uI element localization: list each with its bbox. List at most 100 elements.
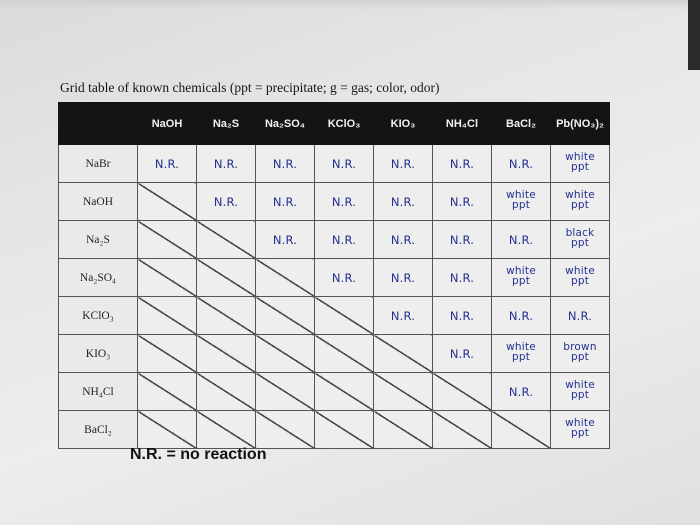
result-cell: N.R. bbox=[137, 144, 197, 183]
result-cell: brown ppt bbox=[550, 334, 610, 373]
header-corner bbox=[58, 102, 138, 145]
handwritten-result: white ppt bbox=[565, 417, 595, 439]
handwritten-result: N.R. bbox=[272, 232, 298, 247]
result-cell: N.R. bbox=[196, 144, 256, 183]
page-title: Grid table of known chemicals (ppt = pre… bbox=[60, 80, 440, 95]
table-row: Na₂SO₄ N.R. N.R. N.R. white ppt white ppt bbox=[58, 258, 610, 297]
table-row: NaBr N.R. N.R. N.R. N.R. N.R. N.R. N.R. white pp… bbox=[58, 144, 610, 183]
handwritten-result: N.R. bbox=[508, 384, 534, 399]
handwritten-result: N.R. bbox=[331, 232, 357, 247]
table-row: KClO₃ N.R. N.R. N.R. N.R. bbox=[58, 296, 610, 335]
result-cell: N.R. bbox=[373, 258, 433, 297]
crossed-out-cell bbox=[255, 296, 315, 335]
handwritten-result: N.R. bbox=[390, 156, 416, 171]
crossed-out-cell bbox=[137, 296, 197, 335]
result-cell: white ppt bbox=[550, 372, 610, 411]
result-cell: N.R. bbox=[432, 258, 492, 297]
result-cell: N.R. bbox=[314, 258, 374, 297]
photo-edge-right bbox=[688, 0, 700, 70]
row-header: BaCl₂ bbox=[58, 410, 138, 449]
crossed-out-cell bbox=[137, 334, 197, 373]
handwritten-result: N.R. bbox=[390, 270, 416, 285]
handwritten-result: white ppt bbox=[565, 151, 595, 173]
crossed-out-cell bbox=[137, 372, 197, 411]
handwritten-result: N.R. bbox=[213, 194, 239, 209]
row-header: Na₂SO₄ bbox=[58, 258, 138, 297]
handwritten-result: black ppt bbox=[565, 227, 595, 249]
reaction-grid-table: NaOH Na₂S Na₂SO₄ KClO₃ KIO₃ NH₄Cl BaCl₂ … bbox=[58, 102, 610, 449]
handwritten-result: white ppt bbox=[565, 265, 595, 287]
handwritten-result: white ppt bbox=[506, 265, 536, 287]
handwritten-result: N.R. bbox=[331, 270, 357, 285]
crossed-out-cell bbox=[196, 296, 256, 335]
result-cell: N.R. bbox=[255, 144, 315, 183]
result-cell: white ppt bbox=[550, 182, 610, 221]
handwritten-result: N.R. bbox=[508, 232, 534, 247]
handwritten-result: N.R. bbox=[508, 308, 534, 323]
result-cell: N.R. bbox=[432, 144, 492, 183]
crossed-out-cell bbox=[255, 372, 315, 411]
handwritten-result: white ppt bbox=[565, 379, 595, 401]
column-header: Pb(NO₃)₂ bbox=[550, 102, 610, 145]
result-cell: white ppt bbox=[550, 258, 610, 297]
handwritten-result: N.R. bbox=[390, 194, 416, 209]
result-cell: N.R. bbox=[373, 144, 433, 183]
handwritten-result: N.R. bbox=[567, 308, 593, 323]
crossed-out-cell bbox=[314, 410, 374, 449]
result-cell: N.R. bbox=[432, 182, 492, 221]
handwritten-result: N.R. bbox=[449, 232, 475, 247]
column-header: Na₂S bbox=[196, 102, 256, 145]
table-row: Na₂S N.R. N.R. N.R. N.R. N.R. black ppt bbox=[58, 220, 610, 259]
crossed-out-cell bbox=[255, 410, 315, 449]
crossed-out-cell bbox=[137, 410, 197, 449]
crossed-out-cell bbox=[137, 258, 197, 297]
crossed-out-cell bbox=[432, 410, 492, 449]
handwritten-result: N.R. bbox=[213, 156, 239, 171]
handwritten-result: N.R. bbox=[449, 346, 475, 361]
crossed-out-cell bbox=[373, 334, 433, 373]
handwritten-result: N.R. bbox=[449, 194, 475, 209]
result-cell: N.R. bbox=[432, 220, 492, 259]
crossed-out-cell bbox=[255, 258, 315, 297]
crossed-out-cell bbox=[432, 372, 492, 411]
result-cell: N.R. bbox=[491, 372, 551, 411]
handwritten-result: N.R. bbox=[272, 194, 298, 209]
result-cell: N.R. bbox=[491, 144, 551, 183]
handwritten-result: N.R. bbox=[449, 270, 475, 285]
crossed-out-cell bbox=[314, 334, 374, 373]
table-row: BaCl₂ white ppt bbox=[58, 410, 610, 449]
result-cell: N.R. bbox=[491, 296, 551, 335]
result-cell: N.R. bbox=[550, 296, 610, 335]
handwritten-result: white ppt bbox=[506, 189, 536, 211]
result-cell: N.R. bbox=[432, 296, 492, 335]
row-header: Na₂S bbox=[58, 220, 138, 259]
legend-footnote: N.R. = no reaction bbox=[130, 446, 267, 463]
handwritten-result: N.R. bbox=[154, 156, 180, 171]
result-cell: N.R. bbox=[373, 182, 433, 221]
row-header: NH₄Cl bbox=[58, 372, 138, 411]
row-header: KIO₃ bbox=[58, 334, 138, 373]
header-row: NaOH Na₂S Na₂SO₄ KClO₃ KIO₃ NH₄Cl BaCl₂ … bbox=[58, 102, 610, 145]
handwritten-result: white ppt bbox=[565, 189, 595, 211]
crossed-out-cell bbox=[196, 220, 256, 259]
column-header: KIO₃ bbox=[373, 102, 433, 145]
column-header: NH₄Cl bbox=[432, 102, 492, 145]
result-cell: N.R. bbox=[196, 182, 256, 221]
handwritten-result: N.R. bbox=[390, 232, 416, 247]
result-cell: N.R. bbox=[432, 334, 492, 373]
handwritten-result: N.R. bbox=[449, 308, 475, 323]
result-cell: N.R. bbox=[314, 182, 374, 221]
row-header: NaBr bbox=[58, 144, 138, 183]
crossed-out-cell bbox=[196, 258, 256, 297]
handwritten-result: white ppt bbox=[506, 341, 536, 363]
crossed-out-cell bbox=[373, 372, 433, 411]
handwritten-result: N.R. bbox=[331, 194, 357, 209]
handwritten-result: N.R. bbox=[390, 308, 416, 323]
table-row: KIO₃ N.R. white ppt brown ppt bbox=[58, 334, 610, 373]
result-cell: N.R. bbox=[255, 182, 315, 221]
result-cell: N.R. bbox=[255, 220, 315, 259]
crossed-out-cell bbox=[314, 296, 374, 335]
result-cell: white ppt bbox=[550, 410, 610, 449]
row-header: KClO₃ bbox=[58, 296, 138, 335]
crossed-out-cell bbox=[196, 372, 256, 411]
